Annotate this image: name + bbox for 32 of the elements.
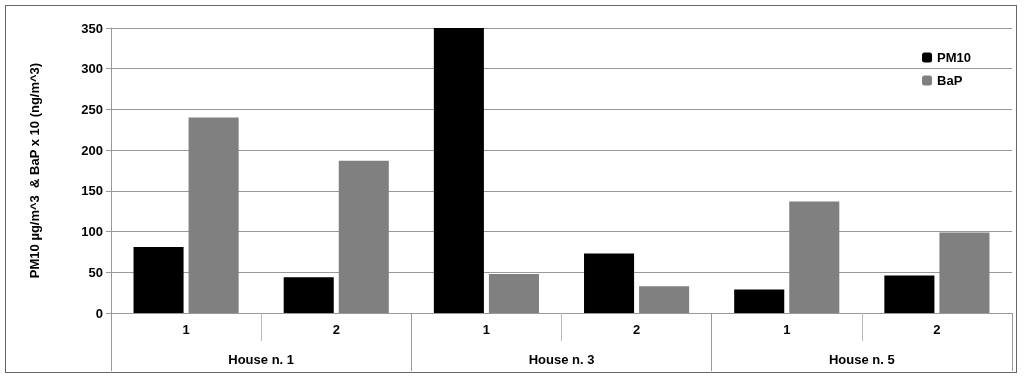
bar (789, 201, 840, 313)
legend-label: BaP (937, 73, 963, 88)
y-tick-label: 0 (95, 305, 103, 321)
bar (488, 273, 539, 313)
x-tick-label: 2 (933, 322, 941, 337)
bar (734, 289, 785, 313)
text: House n. 3 (528, 352, 595, 367)
bar (639, 286, 690, 313)
text: House n. 5 (828, 352, 895, 367)
x-tick-label: 1 (182, 322, 190, 337)
x-tick-label: 1 (783, 322, 791, 337)
y-tick-label: 200 (81, 142, 103, 158)
y-axis-title: PM10 µg/m^3 & BaP x 10 (ng/m^3) (27, 62, 42, 279)
legend-label: PM10 (937, 50, 972, 65)
y-tick-label: 250 (81, 101, 103, 117)
bar (283, 277, 334, 313)
y-tick-label: 350 (81, 20, 103, 36)
bar (133, 247, 184, 313)
y-tick-label: 50 (88, 264, 103, 280)
y-tick-label: 150 (81, 183, 103, 199)
x-tick-label: 1 (482, 322, 491, 337)
text: House n. 1 (228, 352, 295, 367)
x-tick-label: 2 (632, 322, 641, 337)
bar (338, 160, 389, 313)
bar (433, 28, 484, 313)
y-tick-label: 100 (81, 224, 103, 240)
bar (884, 275, 935, 313)
x-tick-label: 2 (332, 322, 340, 337)
bar (188, 117, 239, 313)
y-tick-label: 300 (81, 61, 103, 77)
bar (584, 253, 635, 313)
bar (939, 232, 990, 313)
